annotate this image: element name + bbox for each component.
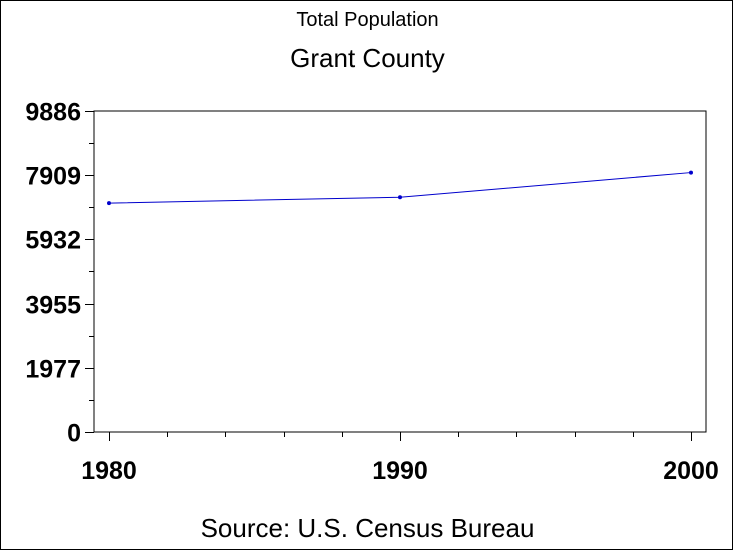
y-axis: 0 1977 3955 5932 7909 9886 [25, 99, 94, 448]
data-point [689, 170, 693, 175]
x-tick-label: 2000 [663, 457, 719, 485]
chart-title: Grant County [290, 43, 445, 73]
y-tick-label: 3955 [25, 292, 81, 320]
chart-source: Source: U.S. Census Bureau [200, 513, 535, 543]
chart-supertitle: Total Population [296, 9, 439, 31]
chart-axes [93, 110, 707, 433]
y-tick-label: 9886 [25, 99, 81, 127]
plot-area-border [93, 110, 707, 433]
y-tick-label: 0 [67, 420, 81, 448]
x-tick-label: 1980 [81, 457, 137, 485]
y-tick-label: 5932 [25, 227, 81, 255]
series-layer [107, 170, 693, 206]
x-tick-label: 1990 [372, 457, 428, 485]
y-tick-label: 7909 [25, 163, 81, 191]
data-point [398, 195, 402, 200]
y-tick-label: 1977 [25, 356, 81, 384]
data-point [107, 201, 111, 206]
x-axis: 1980 1990 2000 [81, 432, 719, 485]
